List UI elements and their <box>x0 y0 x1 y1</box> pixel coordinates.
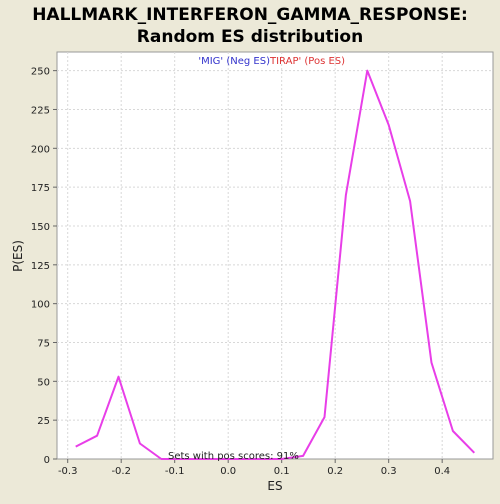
grid <box>57 52 493 459</box>
x-tick-label: -0.1 <box>165 466 185 477</box>
y-tick-label: 75 <box>37 338 50 349</box>
x-tick-label: 0.0 <box>220 466 236 477</box>
y-axis-label: P(ES) <box>11 240 25 272</box>
y-tick-label: 125 <box>31 261 50 272</box>
pos-es-label: TIRAP' (Pos ES) <box>269 56 345 67</box>
y-tick-label: 100 <box>31 300 50 311</box>
chart-title-line2: Random ES distribution <box>137 27 363 47</box>
y-tick-label: 50 <box>37 377 50 388</box>
x-axis: -0.3 -0.2 -0.1 0.0 0.1 0.2 0.3 0.4 <box>58 459 450 477</box>
x-tick-label: 0.4 <box>434 466 450 477</box>
y-tick-label: 150 <box>31 222 50 233</box>
series-layer <box>75 69 476 460</box>
y-tick-label: 250 <box>31 67 50 78</box>
x-tick-label: 0.1 <box>274 466 290 477</box>
pos-scores-annotation: Sets with pos scores: 91% <box>168 451 299 462</box>
y-tick-label: 200 <box>31 144 50 155</box>
x-axis-label: ES <box>267 479 282 493</box>
y-axis: 0 25 50 75 100 125 150 175 200 225 250 <box>31 67 57 466</box>
x-tick-label: -0.2 <box>111 466 131 477</box>
series-line <box>75 69 476 460</box>
x-tick-label: 0.2 <box>327 466 343 477</box>
x-tick-label: -0.3 <box>58 466 78 477</box>
y-tick-label: 225 <box>31 105 50 116</box>
x-tick-label: 0.3 <box>381 466 397 477</box>
y-tick-label: 25 <box>37 416 50 427</box>
plot-area <box>56 51 494 460</box>
neg-es-label: 'MIG' (Neg ES) <box>198 56 270 67</box>
chart-title-line1: HALLMARK_INTERFERON_GAMMA_RESPONSE: <box>32 5 468 25</box>
y-tick-label: 175 <box>31 183 50 194</box>
y-tick-label: 0 <box>44 455 50 466</box>
